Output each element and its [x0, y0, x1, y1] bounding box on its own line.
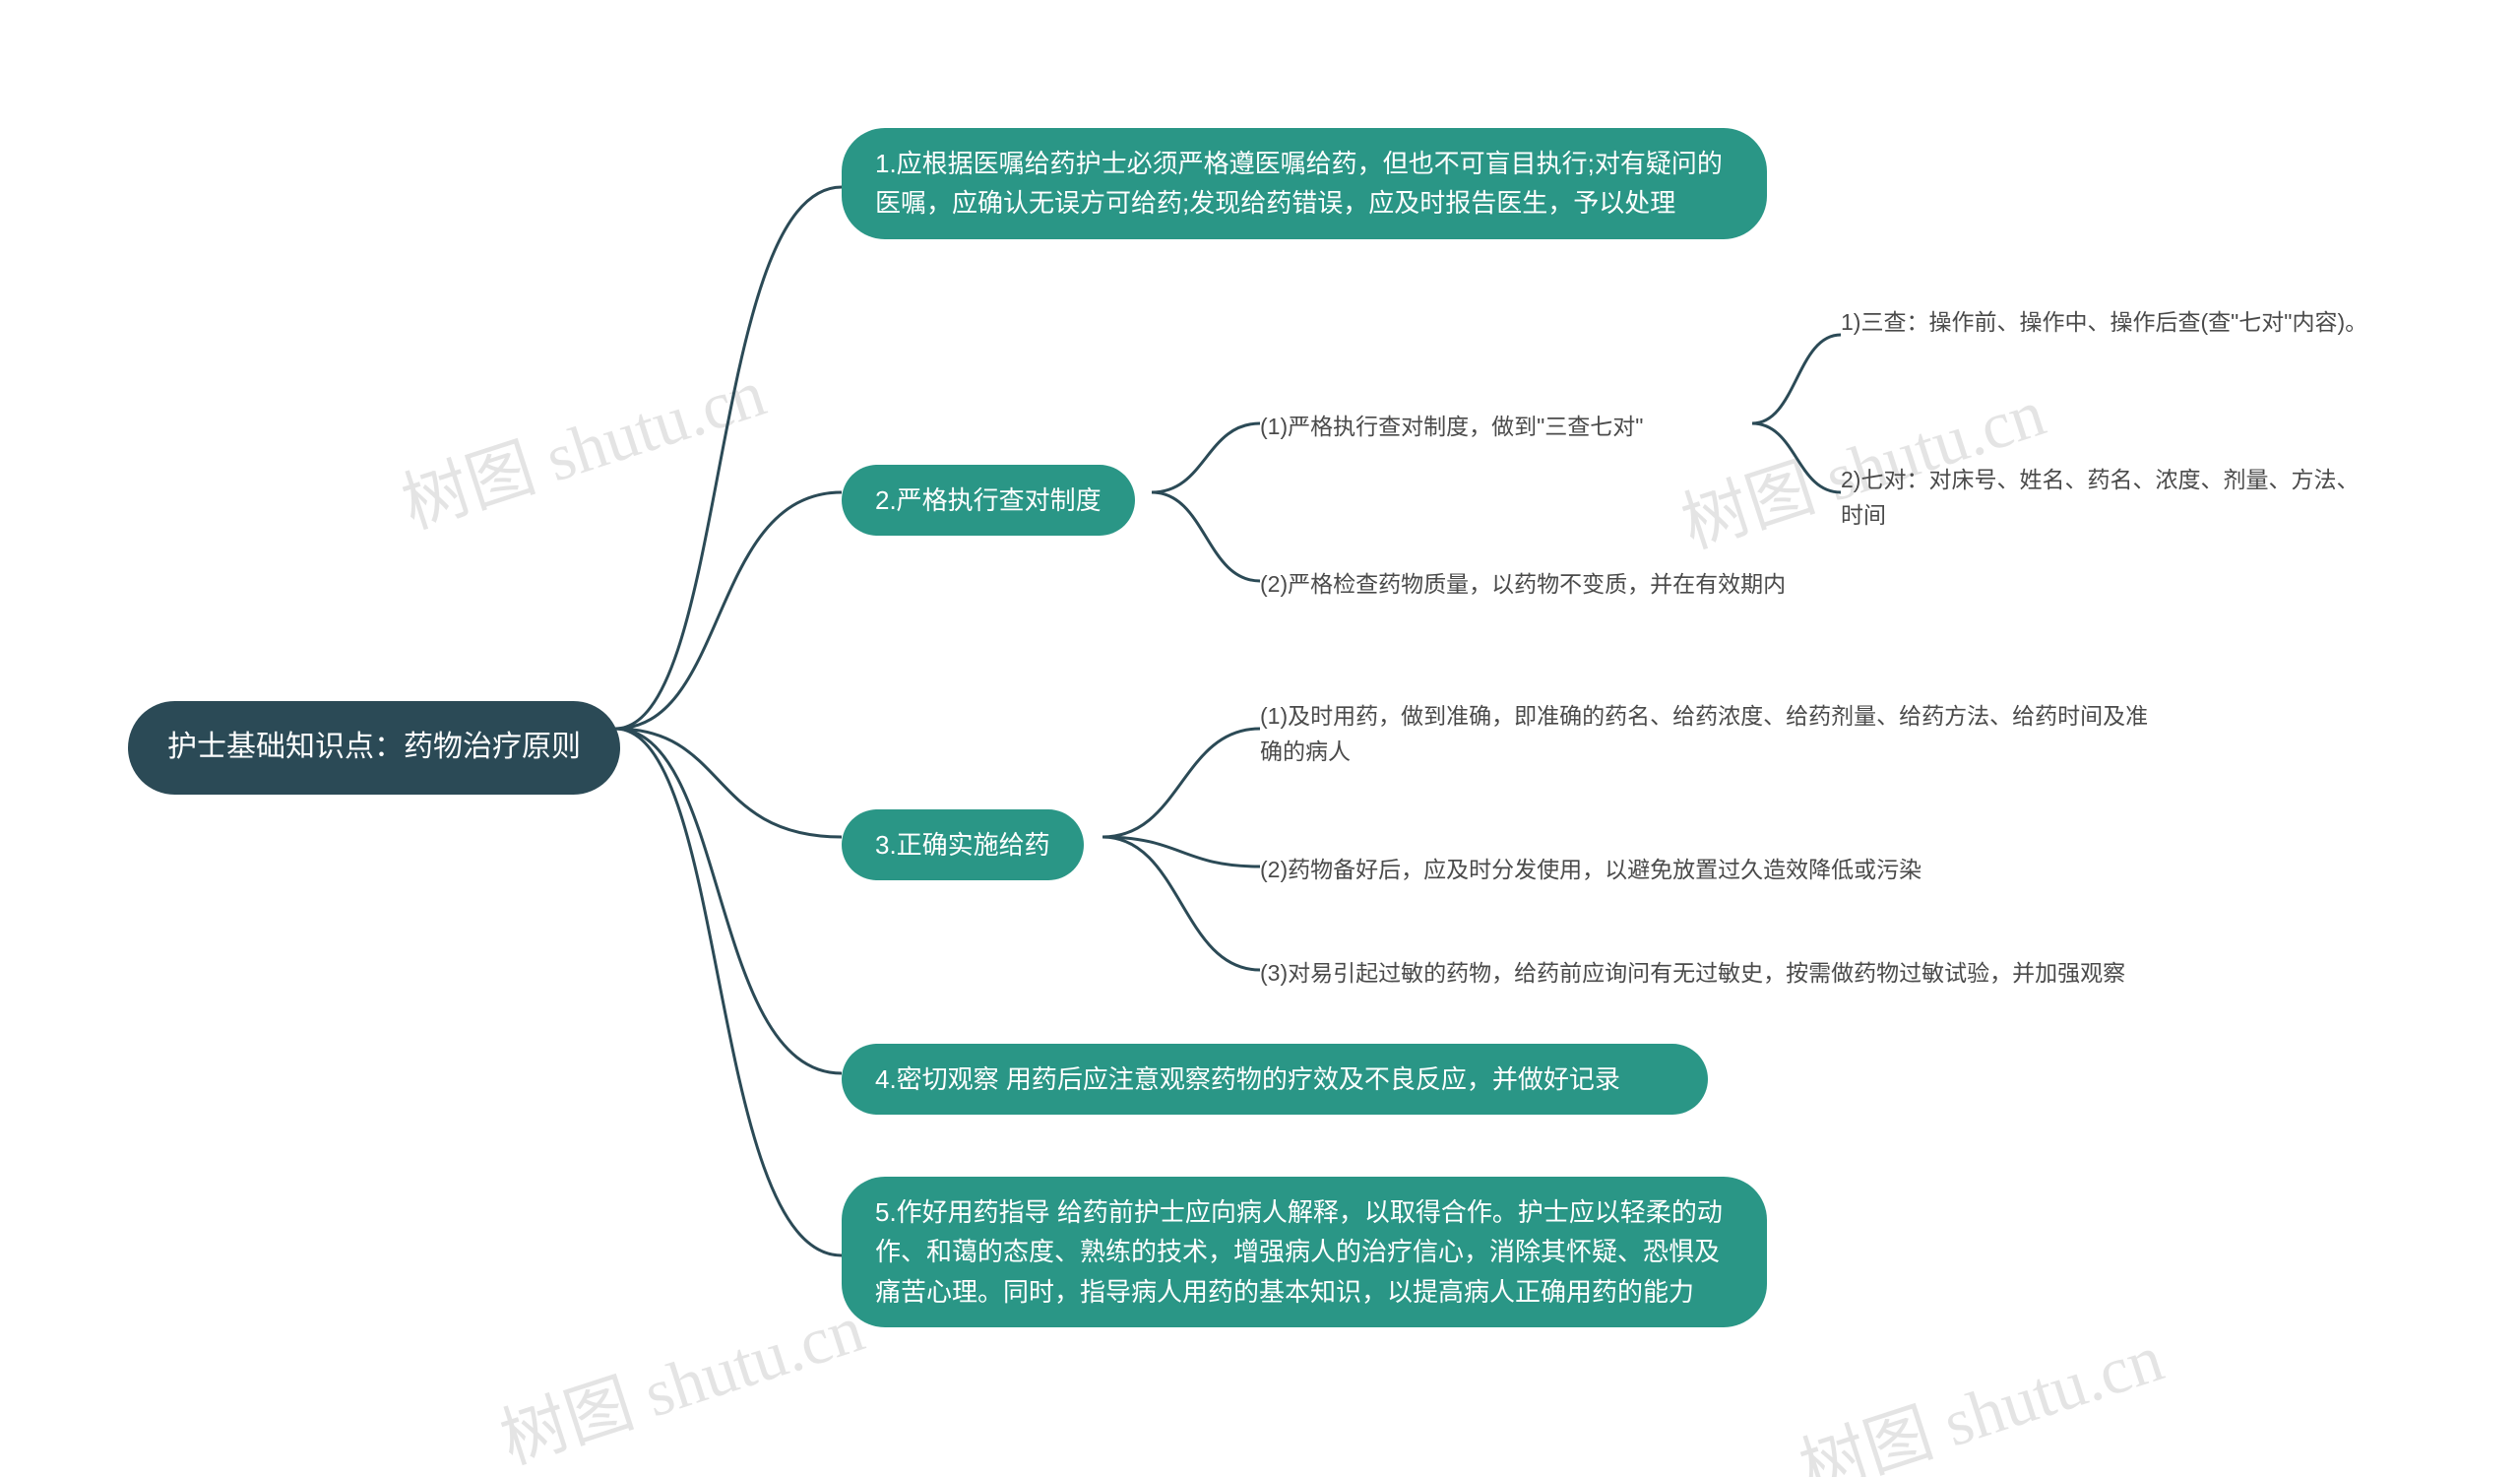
branch-1[interactable]: 1.应根据医嘱给药护士必须严格遵医嘱给药，但也不可盲目执行;对有疑问的医嘱，应确… [842, 128, 1767, 239]
branch-3[interactable]: 3.正确实施给药 [842, 809, 1084, 880]
watermark: 树图 shutu.cn [1786, 1303, 2173, 1477]
branch-2-grandchild-2: 2)七对：对床号、姓名、药名、浓度、剂量、方法、时间 [1841, 463, 2372, 533]
branch-2-label: 2.严格执行查对制度 [875, 481, 1102, 520]
root-label: 护士基础知识点：药物治疗原则 [167, 725, 581, 771]
branch-2[interactable]: 2.严格执行查对制度 [842, 465, 1135, 536]
branch-2-child-1: (1)严格执行查对制度，做到"三查七对" [1260, 410, 1643, 445]
watermark: 树图 shutu.cn [486, 1273, 873, 1477]
branch-3-child-2: (2)药物备好后，应及时分发使用，以避免放置过久造效降低或污染 [1260, 853, 1922, 888]
branch-5[interactable]: 5.作好用药指导 给药前护士应向病人解释，以取得合作。护士应以轻柔的动作、和蔼的… [842, 1177, 1767, 1327]
branch-3-child-1: (1)及时用药，做到准确，即准确的药名、给药浓度、给药剂量、给药方法、给药时间及… [1260, 699, 2166, 769]
watermark: 树图 shutu.cn [388, 338, 775, 546]
root-node[interactable]: 护士基础知识点：药物治疗原则 [128, 701, 620, 795]
branch-1-label: 1.应根据医嘱给药护士必须严格遵医嘱给药，但也不可盲目执行;对有疑问的医嘱，应确… [875, 144, 1733, 224]
branch-4[interactable]: 4.密切观察 用药后应注意观察药物的疗效及不良反应，并做好记录 [842, 1044, 1708, 1115]
branch-3-child-3: (3)对易引起过敏的药物，给药前应询问有无过敏史，按需做药物过敏试验，并加强观察 [1260, 956, 2125, 992]
branch-2-grandchild-1: 1)三查：操作前、操作中、操作后查(查"七对"内容)。 [1841, 305, 2367, 341]
branch-4-label: 4.密切观察 用药后应注意观察药物的疗效及不良反应，并做好记录 [875, 1060, 1620, 1099]
branch-2-child-2: (2)严格检查药物质量，以药物不变质，并在有效期内 [1260, 567, 1786, 603]
branch-5-label: 5.作好用药指导 给药前护士应向病人解释，以取得合作。护士应以轻柔的动作、和蔼的… [875, 1192, 1733, 1312]
branch-3-label: 3.正确实施给药 [875, 825, 1050, 865]
